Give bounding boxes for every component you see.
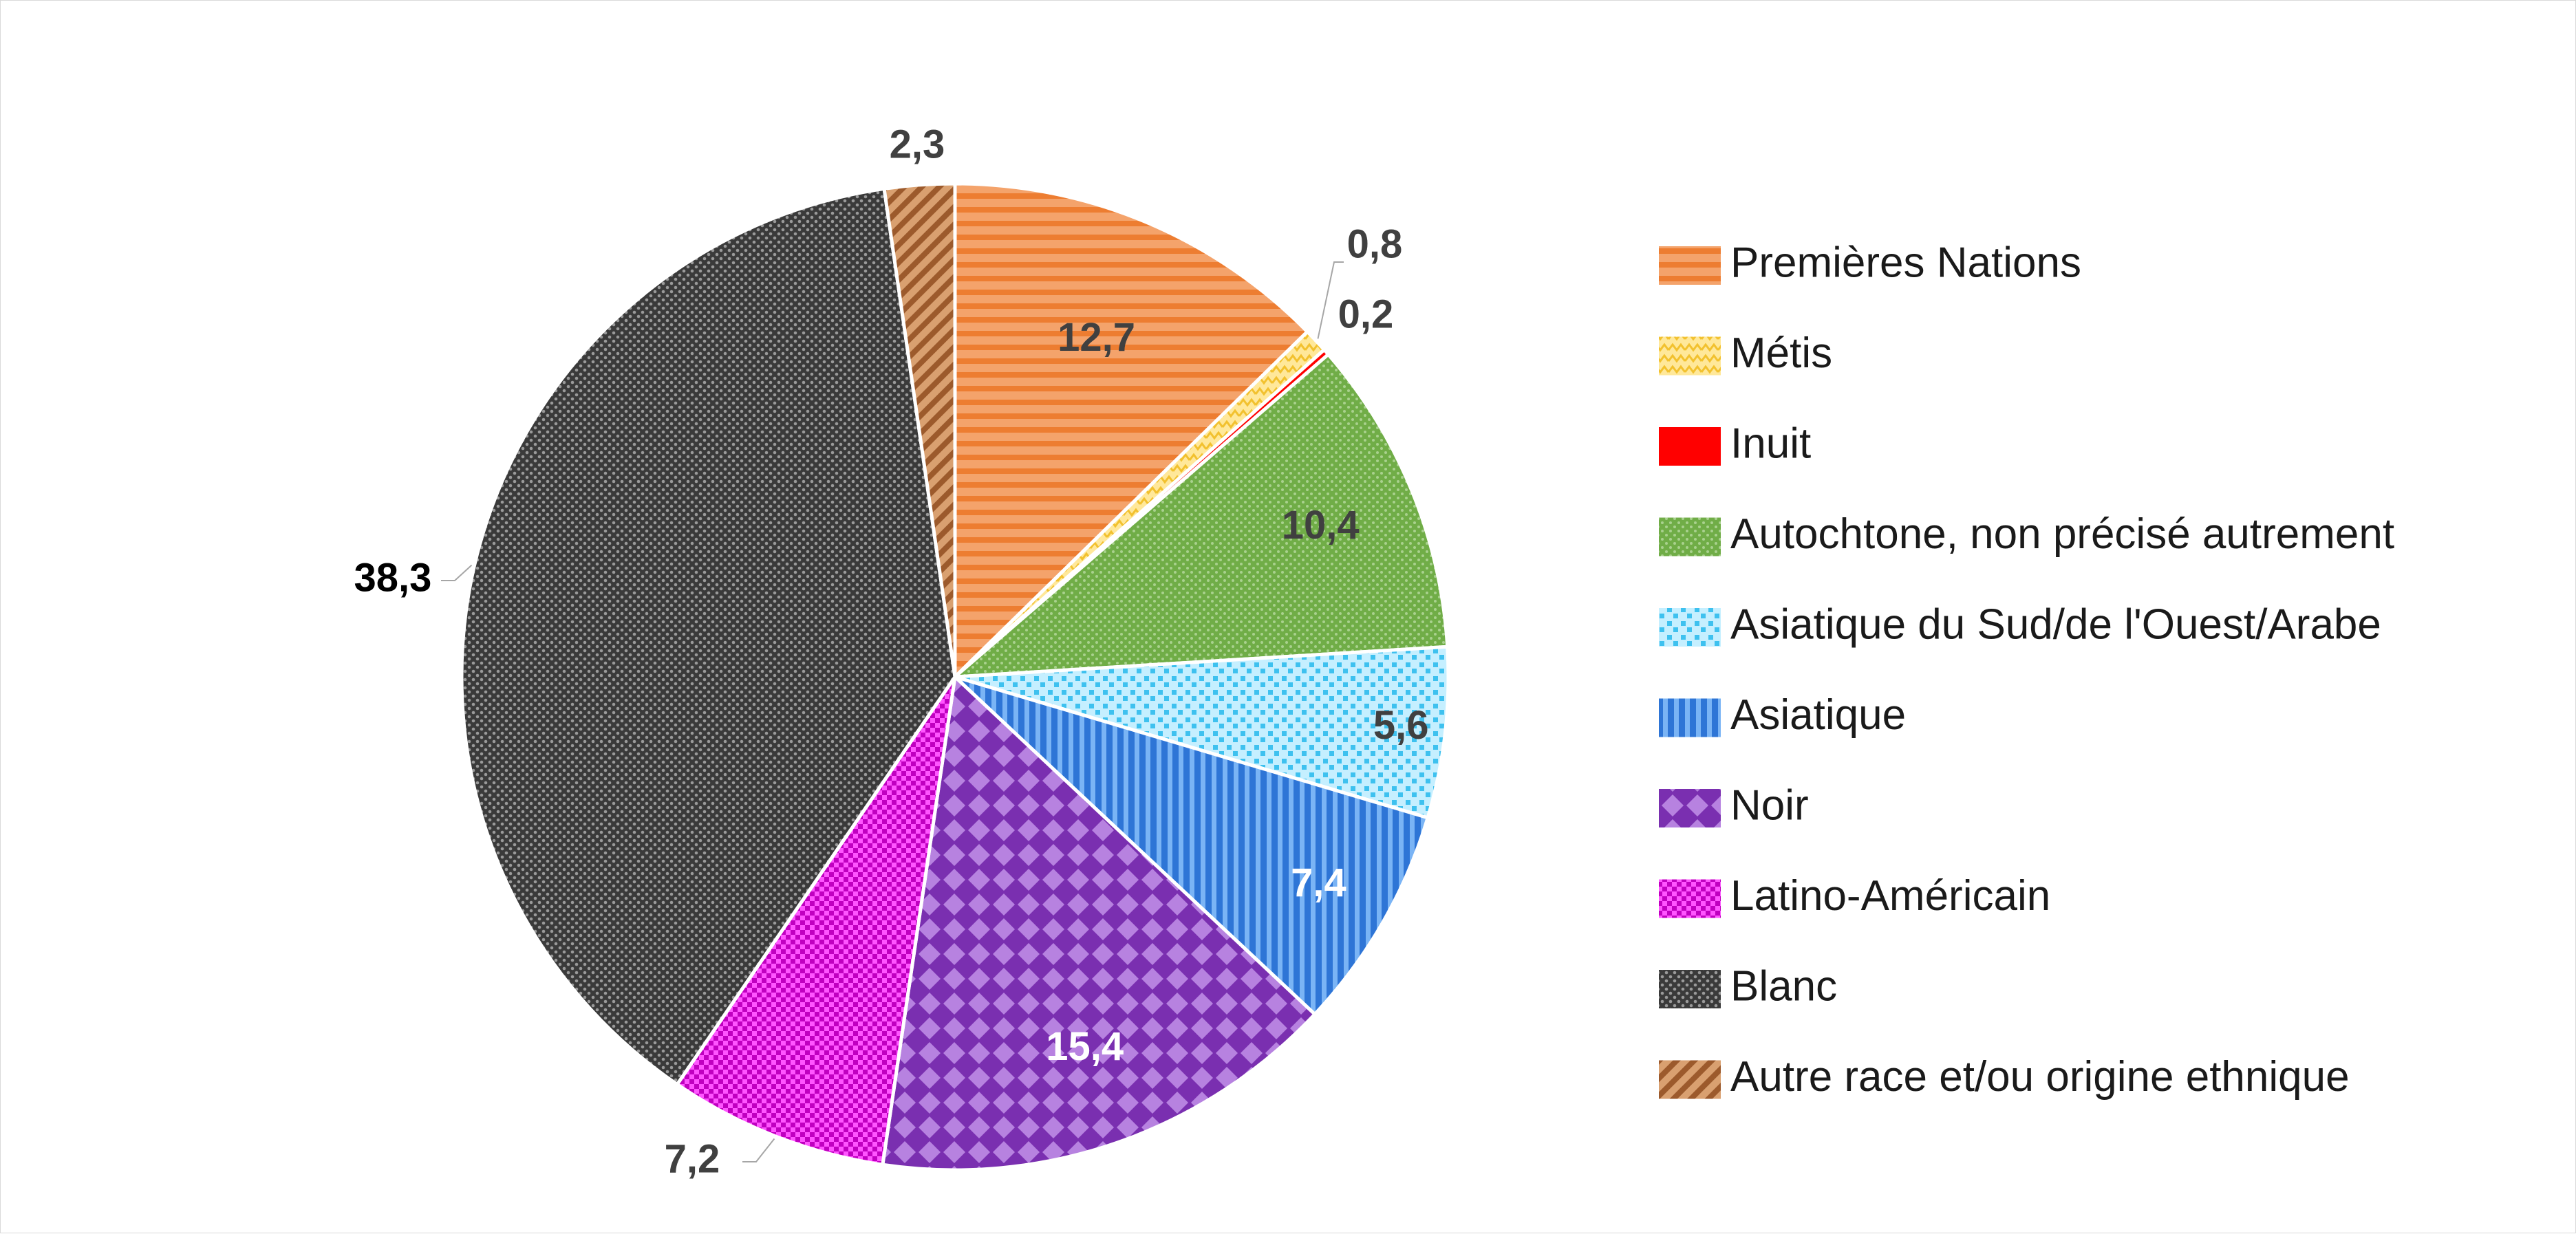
legend-swatch-autochtone-non-precise-autrement <box>1659 517 1721 556</box>
legend-label-premieres-nations: Premières Nations <box>1730 239 2081 286</box>
legend-item-asiatique: Asiatique <box>1659 691 1906 739</box>
legend-label-blanc: Blanc <box>1730 962 1837 1010</box>
leader-line-latino-americain <box>742 1138 775 1162</box>
legend-label-autre-race-et-ou-origine-ethnique: Autre race et/ou origine ethnique <box>1730 1053 2350 1101</box>
legend-item-premieres-nations: Premières Nations <box>1659 239 2081 286</box>
legend-swatch-blanc <box>1659 970 1721 1008</box>
legend-item-blanc: Blanc <box>1659 962 1837 1010</box>
legend-item-latino-americain: Latino-Américain <box>1659 872 2050 920</box>
data-label-metis: 0,8 <box>1347 221 1403 266</box>
legend-item-inuit: Inuit <box>1659 420 1811 467</box>
data-label-autre-race-et-ou-origine-ethnique: 2,3 <box>890 122 945 166</box>
slice-premieres-nations <box>953 182 1310 681</box>
data-label-asiatique: 7,4 <box>1291 860 1346 905</box>
slice-autochtone-non-precise-autrement <box>949 351 1450 679</box>
legend-item-metis: Métis <box>1659 329 1832 377</box>
legend-label-latino-americain: Latino-Américain <box>1730 872 2050 920</box>
legend-swatch-noir <box>1659 789 1721 827</box>
legend-item-noir: Noir <box>1659 781 1809 829</box>
legend-label-asiatique-du-sud-de-l-ouest-arabe: Asiatique du Sud/de l'Ouest/Arabe <box>1730 600 2381 648</box>
data-label-asiatique-du-sud-de-l-ouest-arabe: 5,6 <box>1373 703 1429 748</box>
legend-label-asiatique: Asiatique <box>1730 691 1906 739</box>
data-label-blanc: 38,3 <box>354 555 432 600</box>
data-label-noir: 15,4 <box>1046 1024 1124 1069</box>
legend-item-autochtone-non-precise-autrement: Autochtone, non précisé autrement <box>1659 510 2394 558</box>
slice-noir <box>880 673 1318 1172</box>
data-label-latino-americain: 7,2 <box>665 1136 720 1181</box>
legend-swatch-autre-race-et-ou-origine-ethnique <box>1659 1060 1721 1099</box>
legend-swatch-asiatique-du-sud-de-l-ouest-arabe <box>1659 608 1721 647</box>
slice-latino-americain <box>674 675 957 1167</box>
slice-asiatique-du-sud-de-l-ouest-arabe <box>954 645 1450 820</box>
data-label-inuit: 0,2 <box>1338 292 1394 336</box>
legend-swatch-metis <box>1659 336 1721 376</box>
slice-autre-race-et-ou-origine-ethnique <box>882 182 957 678</box>
data-label-premieres-nations: 12,7 <box>1058 315 1135 360</box>
leader-line-metis <box>1317 261 1344 339</box>
slice-asiatique <box>954 675 1430 1017</box>
data-label-autochtone-non-precise-autrement: 10,4 <box>1282 503 1360 548</box>
slice-blanc <box>460 186 957 1087</box>
legend-label-noir: Noir <box>1730 781 1809 829</box>
legend-label-autochtone-non-precise-autrement: Autochtone, non précisé autrement <box>1730 510 2394 558</box>
legend-swatch-asiatique <box>1659 698 1721 737</box>
legend-label-inuit: Inuit <box>1730 420 1811 467</box>
legend-item-autre-race-et-ou-origine-ethnique: Autre race et/ou origine ethnique <box>1659 1053 2350 1101</box>
leader-line-blanc <box>441 564 473 581</box>
legend-swatch-inuit <box>1659 427 1721 466</box>
legend-swatch-latino-americain <box>1659 879 1721 918</box>
legend-item-asiatique-du-sud-de-l-ouest-arabe: Asiatique du Sud/de l'Ouest/Arabe <box>1659 600 2381 648</box>
legend-swatch-premieres-nations <box>1659 246 1721 285</box>
legend-label-metis: Métis <box>1730 329 1832 377</box>
